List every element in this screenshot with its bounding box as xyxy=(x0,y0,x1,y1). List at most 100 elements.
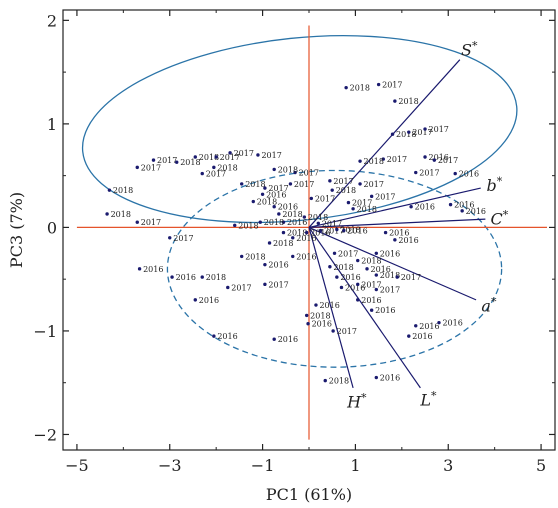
ellipse-layer xyxy=(81,34,518,368)
point-label: 2016 xyxy=(319,301,339,310)
score-point xyxy=(263,282,267,287)
point-label: 2018 xyxy=(113,186,133,195)
score-point xyxy=(335,227,339,232)
point-label: 2018 xyxy=(396,130,416,139)
score-point xyxy=(323,378,327,383)
score-point xyxy=(395,275,399,279)
point-label: 2017 xyxy=(387,155,407,164)
score-point xyxy=(258,220,262,224)
x-tick-label: −3 xyxy=(158,456,182,475)
point-label: 2018 xyxy=(310,311,330,320)
x-tick-label: −5 xyxy=(65,456,89,475)
y-tick-label: −1 xyxy=(33,322,57,341)
point-label: 2016 xyxy=(415,203,435,212)
score-point xyxy=(267,241,272,245)
x-tick-label: 5 xyxy=(536,456,546,475)
point-label: 2018 xyxy=(336,186,356,195)
point-label: 2017 xyxy=(141,218,161,227)
point-label: 2017 xyxy=(364,180,384,189)
point-label: 2018 xyxy=(199,153,219,162)
vector-c xyxy=(308,218,486,229)
point-label: 2017 xyxy=(268,184,288,193)
point-label: 2016 xyxy=(466,207,486,216)
score-point xyxy=(263,262,267,267)
point-label: 2018 xyxy=(350,84,370,93)
score-point xyxy=(105,212,109,216)
point-label: 2017 xyxy=(141,163,161,172)
point-label: 2018 xyxy=(364,157,384,166)
point-label: 2018 xyxy=(282,210,302,219)
score-point xyxy=(335,275,339,279)
score-point xyxy=(291,236,295,240)
score-point xyxy=(407,334,411,338)
point-label: 2016 xyxy=(442,319,462,328)
score-point xyxy=(151,158,156,162)
point-label: 2016 xyxy=(312,320,332,329)
score-point xyxy=(409,205,413,209)
score-point xyxy=(390,132,395,136)
vector-label-a: a* xyxy=(481,295,497,315)
score-point xyxy=(374,273,379,277)
vector-label-c: C* xyxy=(490,208,508,228)
point-label: 2018 xyxy=(308,213,328,222)
score-point xyxy=(200,171,204,176)
score-point xyxy=(414,170,418,175)
point-label: 2018 xyxy=(180,158,200,167)
point-label: 2017 xyxy=(324,227,344,236)
point-label: 2017 xyxy=(380,286,400,295)
point-label: 2018 xyxy=(380,271,400,280)
point-label: 2018 xyxy=(398,97,418,106)
y-tick-label: −2 xyxy=(33,425,57,444)
score-point xyxy=(291,254,295,259)
score-point xyxy=(437,320,441,325)
x-axis-title: PC1 (61%) xyxy=(266,485,352,504)
point-label: 2016 xyxy=(143,265,163,274)
axes: −5 −3 −1 1 3 5 −2 −1 0 1 2 xyxy=(33,9,556,475)
point-label: 2017 xyxy=(206,170,226,179)
score-point xyxy=(432,158,437,162)
point-label: 2016 xyxy=(361,296,381,305)
point-label: 2016 xyxy=(278,335,298,344)
score-point xyxy=(314,303,318,307)
point-label: 2016 xyxy=(268,261,288,270)
score-point xyxy=(358,159,362,163)
vector-label-h: H* xyxy=(346,391,367,411)
y-tick-label: 2 xyxy=(47,11,57,30)
point-label: 2017 xyxy=(338,249,358,258)
score-point xyxy=(193,155,197,159)
vector-label-l: L* xyxy=(419,389,437,409)
score-point xyxy=(302,215,307,219)
point-label: 2018 xyxy=(340,225,360,234)
point-label: 2016 xyxy=(380,374,400,383)
point-label: 2017 xyxy=(412,128,432,137)
score-point xyxy=(453,171,457,176)
score-point xyxy=(356,258,360,263)
point-label: 2017 xyxy=(234,149,254,158)
point-label: 2016 xyxy=(296,252,316,261)
point-label: 2016 xyxy=(345,283,365,292)
score-point xyxy=(369,194,374,199)
score-point xyxy=(200,275,204,279)
point-label: 2018 xyxy=(361,257,381,266)
point-label: 2016 xyxy=(454,201,474,210)
score-point xyxy=(460,209,464,213)
point-label: 2016 xyxy=(340,273,360,282)
point-label: 2017 xyxy=(401,273,421,282)
point-label: 2018 xyxy=(245,252,265,261)
point-label: 2018 xyxy=(111,210,131,219)
score-point xyxy=(342,228,346,233)
score-point xyxy=(331,329,335,333)
point-label: 2016 xyxy=(371,265,391,274)
point-label: 2016 xyxy=(199,296,219,305)
score-point xyxy=(374,251,379,255)
score-point xyxy=(137,267,142,271)
point-label: 2018 xyxy=(287,229,307,238)
vector-h xyxy=(308,227,354,389)
score-point xyxy=(288,182,293,186)
point-label: 2017 xyxy=(333,177,353,186)
point-label: 2017 xyxy=(429,125,449,134)
score-point xyxy=(423,155,427,159)
score-point xyxy=(293,170,297,175)
point-label: 2018 xyxy=(273,239,293,248)
point-label: 2018 xyxy=(257,198,277,207)
